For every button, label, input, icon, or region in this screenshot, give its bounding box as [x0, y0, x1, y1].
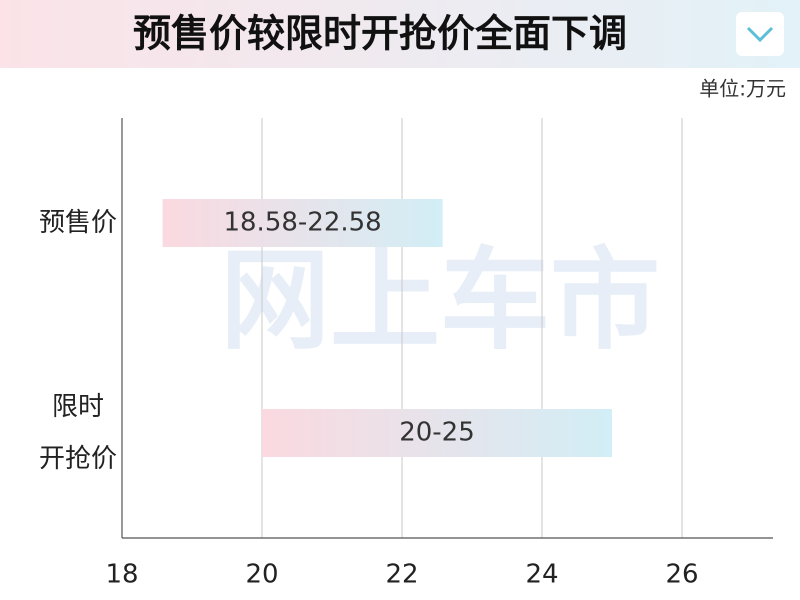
chevron-icon[interactable] [746, 26, 774, 43]
value-label: 18.58-22.58 [223, 208, 381, 238]
unit-label: 单位:万元 [699, 77, 786, 101]
watermark: 网上车市 [220, 236, 660, 364]
dropdown-button[interactable] [736, 12, 784, 56]
x-tick-label: 20 [245, 560, 278, 590]
x-tick-label: 24 [525, 560, 558, 590]
x-tick-label: 22 [385, 560, 418, 590]
bar [262, 409, 612, 457]
y-tick-label: 预售价 [38, 208, 117, 238]
dropdown-box[interactable] [736, 12, 784, 56]
y-tick-label: 限时 开抢价 [38, 392, 117, 474]
title-bar [0, 0, 800, 68]
value-label: 20-25 [399, 418, 475, 448]
chart-title: 预售价较限时开抢价全面下调 [133, 12, 627, 56]
x-tick-label: 18 [105, 560, 138, 590]
x-tick-label: 26 [665, 560, 698, 590]
bar [162, 199, 443, 247]
